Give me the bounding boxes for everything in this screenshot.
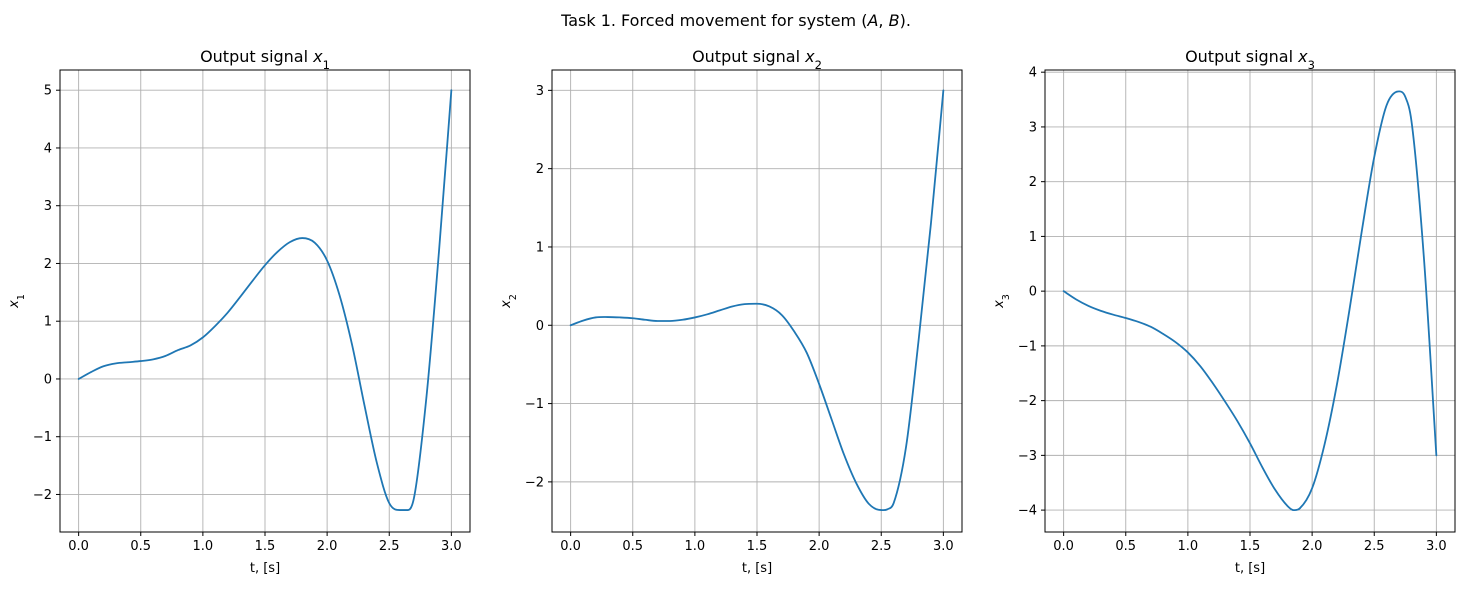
x2-xtick-label: 0.5 [622,539,643,554]
x3-xtick-label: 1.0 [1178,539,1199,554]
x1-xtick-label: 0.0 [68,539,89,554]
x1-ytick-label: 5 [44,84,52,99]
x3-yaxis-label: x3​ [992,294,1012,309]
x1-ytick-label: 4 [44,141,52,156]
x1-ytick-label: 3 [44,199,52,214]
subplot-x1: 0.0 0.5 1.0 1.5 2.0 2.5 3.0 −2 −1 0 1 2 3 4 5 Output si… [7,47,471,576]
x3-ytick-label: 4 [1029,66,1037,81]
x3-ytick-label: −1 [1018,339,1037,354]
x3-series-line [1062,90,1438,512]
x2-xtick-label: 3.0 [933,539,954,554]
x2-xtick-label: 0.0 [560,539,581,554]
x2-ytick-label: 1 [536,240,544,255]
x3-plot-title: Output signal x3​ [1185,47,1315,72]
subplot-x3: 0.0 0.5 1.0 1.5 2.0 2.5 3.0 −4 −3 −2 −1 0 1 2 3 4 Output… [992,47,1456,576]
x1-xtick-label: 2.5 [379,539,400,554]
x2-ytick-label: −2 [525,475,544,490]
x2-xtick-label: 1.5 [747,539,768,554]
x3-xtick-label: 2.5 [1364,539,1385,554]
x1-ytick-label: 1 [44,315,52,330]
x3-xaxis-label: t, [s] [1235,561,1265,576]
x1-ytick-label: 0 [44,372,52,387]
x1-ytick-label: 2 [44,257,52,272]
x2-ytick-label: 0 [536,319,544,334]
x1-ytick-label: −1 [33,430,52,445]
x1-plot-title: Output signal x1​ [200,47,330,72]
x2-series-line [569,89,945,512]
x1-yaxis-label: x1​ [7,294,27,309]
x1-xtick-label: 2.0 [317,539,338,554]
x2-xtick-label: 2.5 [871,539,892,554]
x2-xaxis-label: t, [s] [742,561,772,576]
x3-xtick-label: 1.5 [1240,539,1261,554]
subplot-x2: 0.0 0.5 1.0 1.5 2.0 2.5 3.0 −2 −1 0 1 2 3 Output sign… [499,47,963,576]
x2-xtick-label: 1.0 [685,539,706,554]
x2-ytick-label: −1 [525,397,544,412]
figure-suptitle: Task 1. Forced movement for system (A, B… [560,11,911,30]
x2-ytick-label: 2 [536,162,544,177]
x3-xtick-label: 0.0 [1053,539,1074,554]
x2-ytick-label: 3 [536,84,544,99]
x1-xtick-label: 3.0 [441,539,462,554]
x2-yaxis-label: x2​ [499,294,519,309]
x3-ytick-label: 3 [1029,120,1037,135]
x3-ytick-label: 2 [1029,175,1037,190]
x1-xtick-label: 1.0 [193,539,214,554]
x3-xtick-label: 3.0 [1426,539,1447,554]
x3-ytick-label: −4 [1018,504,1037,519]
x2-plot-title: Output signal x2​ [692,47,822,72]
x3-xtick-label: 0.5 [1115,539,1136,554]
x3-ytick-label: 1 [1029,230,1037,245]
x3-ytick-label: −3 [1018,449,1037,464]
x2-xtick-label: 2.0 [809,539,830,554]
x1-xtick-label: 0.5 [130,539,151,554]
x1-xaxis-label: t, [s] [250,561,280,576]
x1-ytick-label: −2 [33,488,52,503]
x1-xtick-label: 1.5 [255,539,276,554]
x1-series-line [77,89,453,511]
x3-xtick-label: 2.0 [1302,539,1323,554]
x3-ytick-label: 0 [1029,285,1037,300]
x3-ytick-label: −2 [1018,394,1037,409]
